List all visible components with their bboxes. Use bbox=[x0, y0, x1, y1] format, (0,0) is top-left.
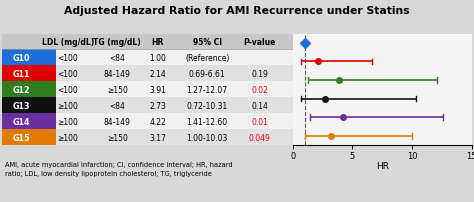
Bar bbox=[2, 82, 293, 98]
Text: 1.00-10.03: 1.00-10.03 bbox=[186, 133, 228, 142]
Text: (Reference): (Reference) bbox=[185, 54, 229, 63]
Text: ≥100: ≥100 bbox=[57, 117, 78, 126]
Text: 1.27-12.07: 1.27-12.07 bbox=[187, 85, 228, 94]
Text: 0.049: 0.049 bbox=[248, 133, 270, 142]
Text: 1.41-12.60: 1.41-12.60 bbox=[187, 117, 228, 126]
Text: <100: <100 bbox=[57, 85, 78, 94]
Text: ≥100: ≥100 bbox=[57, 133, 78, 142]
Text: <84: <84 bbox=[109, 54, 125, 63]
Text: <84: <84 bbox=[109, 101, 125, 110]
Bar bbox=[2, 50, 293, 66]
Text: 0.19: 0.19 bbox=[251, 69, 268, 79]
Text: 0.14: 0.14 bbox=[251, 101, 268, 110]
Text: G10: G10 bbox=[12, 54, 30, 63]
Text: <100: <100 bbox=[57, 54, 78, 63]
Text: 95% CI: 95% CI bbox=[192, 38, 222, 47]
Text: 2.14: 2.14 bbox=[149, 69, 166, 79]
Bar bbox=[2, 129, 293, 145]
Text: G11: G11 bbox=[12, 69, 30, 79]
Text: 0.69-6.61: 0.69-6.61 bbox=[189, 69, 226, 79]
Text: AMI, acute myocardial infarction; CI, confidence interval; HR, hazard
ratio; LDL: AMI, acute myocardial infarction; CI, co… bbox=[5, 162, 232, 176]
X-axis label: HR: HR bbox=[376, 161, 389, 170]
Bar bbox=[2, 114, 293, 129]
Text: G14: G14 bbox=[12, 117, 30, 126]
Text: 3.91: 3.91 bbox=[149, 85, 166, 94]
Text: G15: G15 bbox=[12, 133, 30, 142]
Text: P-value: P-value bbox=[243, 38, 276, 47]
Bar bbox=[2, 66, 56, 82]
Text: 0.02: 0.02 bbox=[251, 85, 268, 94]
Text: 0.72-10.31: 0.72-10.31 bbox=[187, 101, 228, 110]
Text: 2.73: 2.73 bbox=[149, 101, 166, 110]
Text: G13: G13 bbox=[12, 101, 30, 110]
Text: ≥100: ≥100 bbox=[57, 101, 78, 110]
Text: HR: HR bbox=[152, 38, 164, 47]
Text: ≥150: ≥150 bbox=[107, 133, 128, 142]
Bar bbox=[2, 82, 56, 98]
Text: ≥150: ≥150 bbox=[107, 85, 128, 94]
Text: 0.01: 0.01 bbox=[251, 117, 268, 126]
Text: TG (mg/dL): TG (mg/dL) bbox=[93, 38, 141, 47]
Text: 84-149: 84-149 bbox=[104, 117, 130, 126]
Bar bbox=[2, 50, 56, 66]
Bar bbox=[50, 34, 293, 50]
Text: 3.17: 3.17 bbox=[149, 133, 166, 142]
Text: Adjusted Hazard Ratio for AMI Recurrence under Statins: Adjusted Hazard Ratio for AMI Recurrence… bbox=[64, 6, 410, 16]
Text: G12: G12 bbox=[12, 85, 30, 94]
Text: 84-149: 84-149 bbox=[104, 69, 130, 79]
Text: 1.00: 1.00 bbox=[149, 54, 166, 63]
Text: <100: <100 bbox=[57, 69, 78, 79]
Text: LDL (mg/dL): LDL (mg/dL) bbox=[42, 38, 94, 47]
Bar bbox=[2, 34, 56, 50]
Bar bbox=[2, 129, 56, 145]
Bar bbox=[2, 98, 293, 114]
Bar bbox=[2, 66, 293, 82]
Bar bbox=[2, 98, 56, 114]
Text: 4.22: 4.22 bbox=[149, 117, 166, 126]
Bar bbox=[2, 114, 56, 129]
